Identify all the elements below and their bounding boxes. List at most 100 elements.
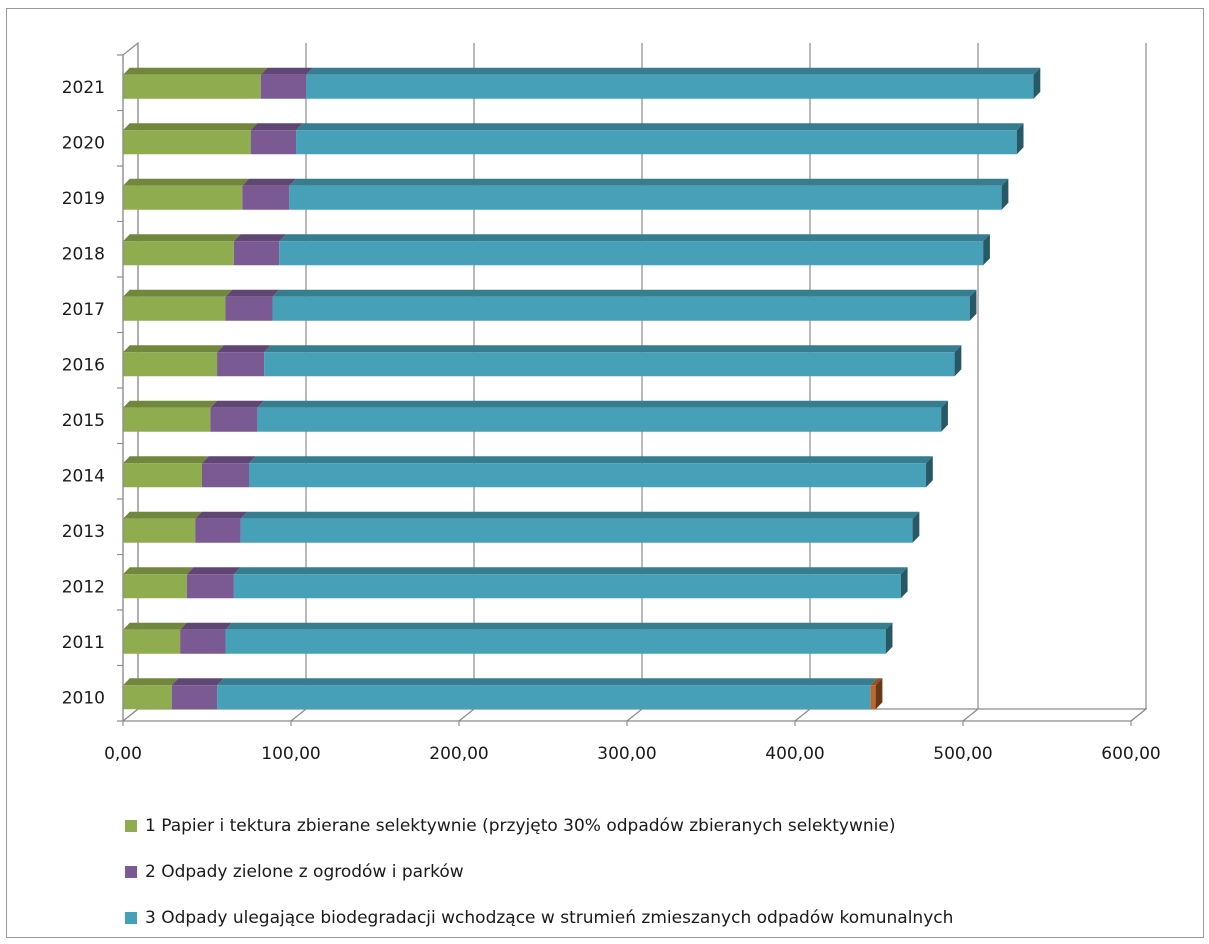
bar-top-face: [180, 622, 233, 630]
bar-front-face: [123, 352, 218, 377]
bar-front-face: [279, 241, 984, 266]
bar-segment: [123, 178, 250, 210]
bar-side-face: [1033, 67, 1041, 99]
bar-segment: [249, 456, 933, 488]
bar-top-face: [195, 511, 248, 519]
bar-top-face: [225, 289, 280, 297]
category-label: 2014: [62, 466, 105, 486]
bar-segment: [296, 123, 1024, 155]
bar-top-face: [123, 567, 194, 575]
category-label: 2016: [62, 355, 105, 375]
category-label: 2020: [62, 133, 105, 153]
bar-front-face: [201, 463, 249, 488]
bar-segment: [279, 234, 990, 266]
bar-front-face: [123, 130, 251, 155]
bar-top-face: [171, 678, 224, 686]
category-label: 2013: [62, 522, 105, 542]
bar-segment: [250, 123, 303, 155]
bar-segment: [264, 345, 962, 377]
bar-front-face: [257, 407, 942, 432]
bar-top-face: [123, 178, 250, 186]
x-tick-label: 300,00: [597, 744, 656, 764]
bar-front-face: [123, 185, 243, 210]
bar-front-face: [240, 518, 913, 543]
legend: 1 Papier i tektura zbierane selektywnie …: [125, 816, 953, 928]
bar-front-face: [249, 463, 927, 488]
bar-front-face: [233, 241, 280, 266]
bar-segment: [171, 678, 224, 710]
legend-label: 2 Odpady zielone z ogrodów i parków: [145, 862, 464, 882]
bar-side-face: [926, 456, 933, 488]
bar-top-face: [225, 622, 893, 630]
bar-segment: [123, 123, 258, 155]
bar-top-face: [123, 289, 233, 297]
bar-front-face: [260, 74, 307, 99]
bar-front-face: [195, 518, 241, 543]
bar-top-face: [123, 456, 209, 464]
category-label: 2010: [62, 688, 105, 708]
bar-top-face: [186, 567, 241, 575]
bar-segment: [217, 345, 271, 377]
bar-top-face: [123, 67, 268, 75]
bar-front-face: [250, 130, 297, 155]
floor-gridline: [626, 708, 643, 722]
bar-segment: [257, 400, 948, 432]
bar-front-face: [123, 463, 202, 488]
bar-segment: [123, 400, 218, 432]
category-label: 2015: [62, 411, 105, 431]
tick-labels: 0,00 100,00 200,00 300,00 400,00 500,00 600,00: [104, 744, 1161, 764]
floor-gridline: [1130, 708, 1147, 722]
floor-gridline: [962, 708, 979, 722]
bar-segment: [123, 622, 187, 654]
legend-label: 1 Papier i tektura zbierane selektywnie …: [145, 816, 895, 836]
bar-front-face: [123, 74, 261, 99]
bar-segment: [272, 289, 977, 321]
bar-front-face: [242, 185, 290, 210]
bar-top-face: [240, 511, 920, 519]
bar-chart: 2010 2011 2012 2013 2014 2015 2016 2017 2018 2019…: [62, 41, 1161, 928]
bar-top-face: [123, 345, 224, 353]
bar-front-face: [272, 296, 970, 321]
bar-segment: [306, 67, 1041, 99]
legend-label: 3 Odpady ulegające biodegradacji wchodzą…: [145, 908, 953, 928]
bar-front-face: [296, 130, 1017, 155]
bar-front-face: [186, 574, 234, 599]
bar-side-face: [941, 400, 948, 432]
bar-front-face: [264, 352, 955, 377]
bar-segment: [123, 234, 241, 266]
bar-front-face: [123, 574, 187, 599]
bar-segment: [123, 456, 209, 488]
bar-segment: [180, 622, 233, 654]
bar-top-face: [870, 678, 883, 686]
bar-front-face: [123, 518, 196, 543]
bar-front-face: [123, 241, 234, 266]
bar-segment: [870, 678, 883, 710]
bar-segment: [233, 567, 908, 599]
bar-segment: [217, 678, 878, 710]
bar-segment: [123, 289, 233, 321]
x-tick-label: 400,00: [765, 744, 824, 764]
category-label: 2021: [62, 78, 105, 98]
bar-front-face: [123, 685, 172, 710]
bar-side-face: [912, 511, 920, 543]
bar-top-face: [279, 234, 990, 242]
bar-segment: [186, 567, 241, 599]
bar-segment: [195, 511, 248, 543]
axes: [117, 54, 1132, 726]
bar-segment: [240, 511, 920, 543]
bar-side-face: [983, 234, 990, 266]
bar-segment: [123, 67, 268, 99]
bar-segment: [242, 178, 297, 210]
legend-swatch: [125, 820, 137, 832]
bar-top-face: [123, 622, 187, 630]
bar-front-face: [217, 685, 871, 710]
bar-top-face: [257, 400, 948, 408]
category-label: 2017: [62, 300, 105, 320]
bar-top-face: [123, 511, 202, 519]
bar-top-face: [249, 456, 933, 464]
chart-frame: 2010 2011 2012 2013 2014 2015 2016 2017 2018 2019…: [6, 8, 1204, 938]
bar-segment: [123, 567, 194, 599]
bar-top-face: [123, 123, 258, 131]
bar-front-face: [123, 296, 226, 321]
bars: [123, 67, 1041, 710]
